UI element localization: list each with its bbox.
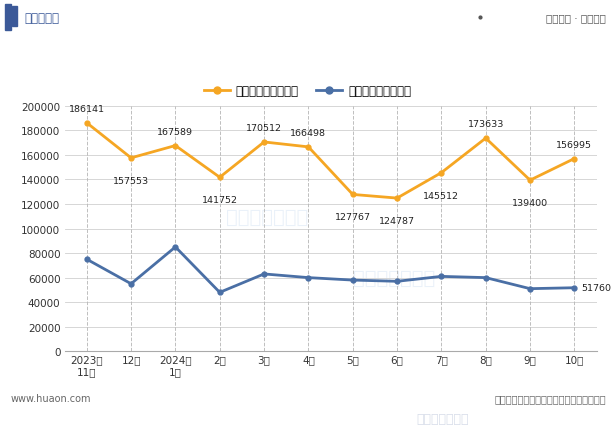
Text: 2023-2024年山西省(境内目的地/货源地)进、出口额: 2023-2024年山西省(境内目的地/货源地)进、出口额 — [162, 49, 453, 66]
Text: 51760: 51760 — [581, 284, 611, 293]
Text: www.huaon.com: www.huaon.com — [11, 393, 92, 403]
Text: 华经产业研究院: 华经产业研究院 — [416, 412, 469, 425]
Text: 127767: 127767 — [335, 213, 371, 222]
Bar — [12, 7, 17, 27]
Text: 华经产业研究院: 华经产业研究院 — [353, 268, 435, 288]
Text: 167589: 167589 — [157, 127, 193, 136]
Bar — [5, 6, 11, 31]
Text: 139400: 139400 — [512, 199, 548, 208]
Text: 141752: 141752 — [202, 196, 238, 205]
Text: 华经情报网: 华经情报网 — [25, 12, 60, 25]
Text: 173633: 173633 — [467, 120, 504, 129]
Text: 186141: 186141 — [69, 105, 105, 114]
Text: 156995: 156995 — [557, 141, 592, 150]
Text: 华经产业研究院: 华经产业研究院 — [226, 207, 308, 226]
Text: 145512: 145512 — [423, 191, 459, 200]
Text: 专业严谨 · 客观科学: 专业严谨 · 客观科学 — [546, 13, 606, 23]
Text: 170512: 170512 — [246, 124, 282, 133]
Legend: 出口总额（万美元）, 进口总额（万美元）: 出口总额（万美元）, 进口总额（万美元） — [199, 81, 416, 103]
Text: 166498: 166498 — [290, 129, 327, 138]
Text: 157553: 157553 — [113, 176, 149, 185]
Text: 124787: 124787 — [379, 217, 415, 226]
Text: 数据来源：中国海关，华经产业研究院整理: 数据来源：中国海关，华经产业研究院整理 — [494, 393, 606, 403]
